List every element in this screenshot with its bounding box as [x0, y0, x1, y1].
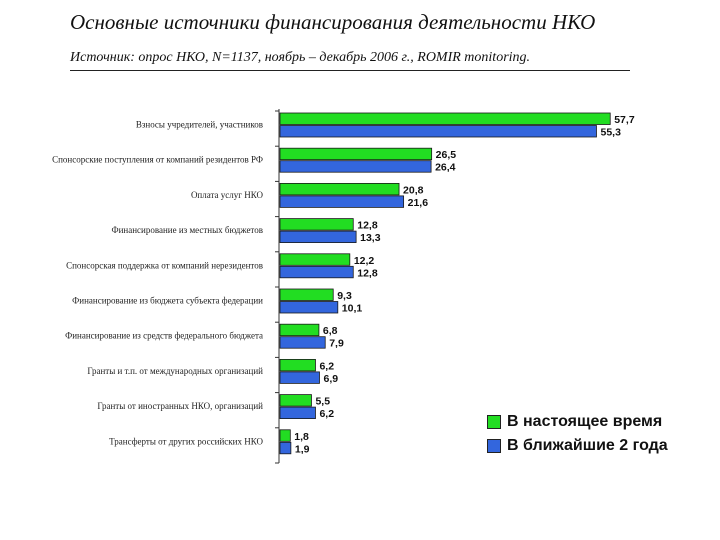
category-label: Спонсорская поддержка от компаний нерези…: [66, 260, 263, 270]
category-label: Взносы учредителей, участников: [136, 120, 263, 130]
bar-current: [279, 182, 400, 196]
bar-future: [279, 441, 292, 455]
chart-title: Основные источники финансирования деятел…: [70, 10, 596, 34]
data-label: 12,8: [357, 220, 378, 232]
bar-current: [279, 323, 320, 337]
chart-subtitle: Источник: опрос НКО, N=1137, ноябрь – де…: [70, 50, 531, 65]
category-label: Оплата услуг НКО: [191, 190, 264, 200]
data-label: 1,9: [295, 443, 310, 455]
data-label: 26,4: [435, 162, 456, 174]
legend-item-future: В ближайшие 2 года: [487, 434, 668, 458]
data-label: 12,2: [354, 255, 375, 267]
data-label: 1,8: [294, 431, 309, 443]
bar-future: [279, 230, 357, 244]
bar-current: [279, 147, 433, 161]
category-label: Финансирование из бюджета субъекта федер…: [72, 296, 263, 306]
bar-current: [279, 218, 354, 231]
bar-future: [279, 336, 326, 349]
category-label: Спонсорские поступления от компаний рези…: [52, 155, 263, 165]
legend-label-current: В настоящее время: [507, 413, 663, 430]
data-label: 13,3: [360, 232, 381, 244]
data-label: 7,9: [329, 338, 344, 350]
bar-current: [279, 394, 312, 407]
bar-future: [279, 195, 405, 208]
category-label: Гранты и т.п. от международных организац…: [87, 366, 263, 376]
data-label: 5,5: [315, 396, 330, 408]
legend-label-future: В ближайшие 2 года: [507, 437, 668, 454]
category-label: Финансирование из средств федерального б…: [65, 331, 263, 341]
category-label: Гранты от иностранных НКО, организаций: [97, 401, 263, 411]
bar-current: [279, 358, 316, 372]
data-label: 12,8: [357, 267, 378, 279]
bar-current: [279, 288, 334, 301]
data-label: 55,3: [600, 127, 621, 139]
bar-future: [279, 371, 320, 384]
legend-swatch-current: [487, 415, 501, 429]
bar-current: [279, 112, 611, 125]
bar-current: [279, 253, 351, 266]
legend-swatch-future: [487, 439, 501, 453]
bar-future: [279, 125, 597, 138]
data-label: 10,1: [342, 303, 363, 315]
legend-item-current: В настоящее время: [487, 410, 668, 434]
category-label: Трансферты от других российских НКО: [109, 436, 263, 446]
category-label: Финансирование из местных бюджетов: [111, 225, 263, 235]
data-label: 9,3: [337, 290, 352, 302]
bar-future: [279, 265, 354, 279]
data-label: 6,9: [323, 373, 338, 385]
bar-future: [279, 406, 316, 420]
data-label: 57,7: [614, 114, 635, 126]
data-label: 20,8: [403, 184, 424, 196]
data-label: 6,2: [319, 408, 334, 420]
subtitle-underline: [70, 70, 630, 71]
bar-current: [279, 429, 291, 442]
bar-future: [279, 160, 432, 173]
bar-future: [279, 301, 339, 314]
data-label: 6,2: [319, 360, 334, 372]
chart-legend: В настоящее время В ближайшие 2 года: [487, 410, 668, 458]
data-label: 6,8: [323, 325, 338, 337]
data-label: 21,6: [408, 197, 429, 209]
data-label: 26,5: [436, 149, 457, 161]
